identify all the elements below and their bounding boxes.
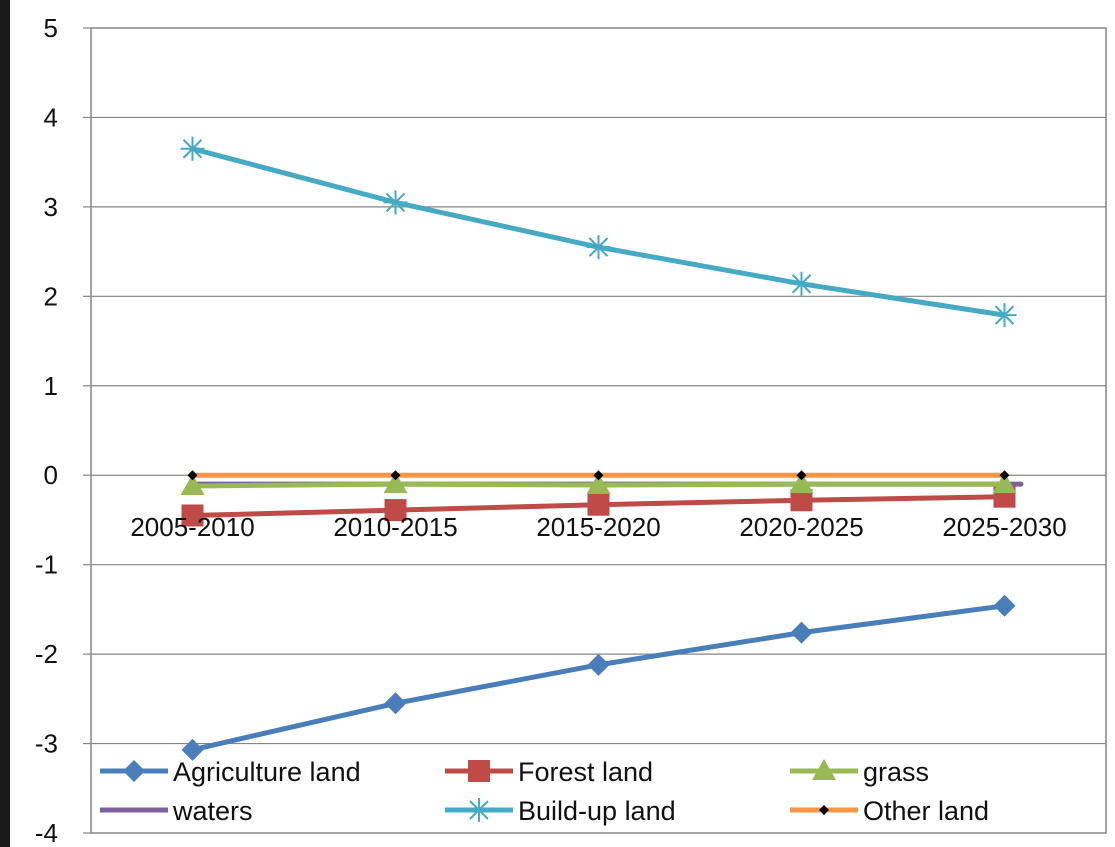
data-point <box>586 473 611 495</box>
data-point <box>181 504 204 527</box>
y-tick-label: 3 <box>44 192 58 222</box>
x-axis-ticks: 2005-2010 2010-2015 2015-2020 2020-2025 2025… <box>130 512 1066 542</box>
data-point <box>181 738 204 761</box>
data-point <box>384 499 407 522</box>
y-tick-label: 2 <box>44 281 58 311</box>
data-point <box>999 470 1010 481</box>
legend-label: Forest land <box>518 757 653 787</box>
legend-marker <box>467 798 491 822</box>
legend-label: Other land <box>863 796 989 826</box>
y-tick-label: -2 <box>35 639 58 669</box>
x-tick-label: 2015-2020 <box>536 512 660 542</box>
legend-marker <box>812 759 836 780</box>
legend-label: Agriculture land <box>173 757 361 787</box>
y-tick-label: -3 <box>35 729 58 759</box>
left-border <box>0 0 10 847</box>
data-point <box>789 271 814 296</box>
legend-label: grass <box>863 757 929 787</box>
data-point <box>993 594 1016 617</box>
y-tick-label: -4 <box>35 818 58 847</box>
data-point <box>180 473 205 495</box>
data-point <box>790 489 813 512</box>
data-point <box>187 470 198 481</box>
legend-item: grass <box>790 757 929 787</box>
data-point <box>383 190 408 215</box>
legend-label: waters <box>172 796 253 826</box>
data-point <box>593 470 604 481</box>
legend-item: Agriculture land <box>100 757 361 787</box>
y-tick-label: 5 <box>44 13 58 43</box>
x-tick-label: 2025-2030 <box>942 512 1066 542</box>
plot-area <box>90 27 1107 834</box>
legend-marker <box>468 760 490 782</box>
legend-item: Build-up land <box>445 796 676 826</box>
y-axis-ticks: 5 4 3 2 1 0 -1 -2 -3 -4 <box>35 13 91 847</box>
data-point <box>384 692 407 715</box>
legend-marker <box>819 805 829 815</box>
data-point <box>790 621 813 644</box>
y-tick-label: 0 <box>44 460 58 490</box>
data-point <box>789 472 814 494</box>
series-lines <box>180 136 1024 761</box>
legend-item: waters <box>100 796 253 826</box>
y-tick-label: -1 <box>35 550 58 580</box>
data-point <box>992 303 1017 328</box>
data-point <box>586 235 611 260</box>
data-point <box>992 472 1017 494</box>
legend-item: Other land <box>790 796 989 826</box>
data-point <box>383 472 408 494</box>
data-point <box>390 470 401 481</box>
data-point <box>180 136 205 161</box>
legend: Agriculture land Forest land grass waters Bu… <box>100 757 989 826</box>
data-point <box>796 470 807 481</box>
data-point <box>587 653 610 676</box>
x-tick-label: 2005-2010 <box>130 512 254 542</box>
y-tick-label: 1 <box>44 371 58 401</box>
x-tick-label: 2010-2015 <box>333 512 457 542</box>
y-tick-label: 4 <box>44 102 58 132</box>
x-tick-label: 2020-2025 <box>739 512 863 542</box>
data-point <box>587 493 610 516</box>
legend-marker <box>123 760 145 782</box>
legend-item: Forest land <box>445 757 653 787</box>
legend-label: Build-up land <box>518 796 676 826</box>
